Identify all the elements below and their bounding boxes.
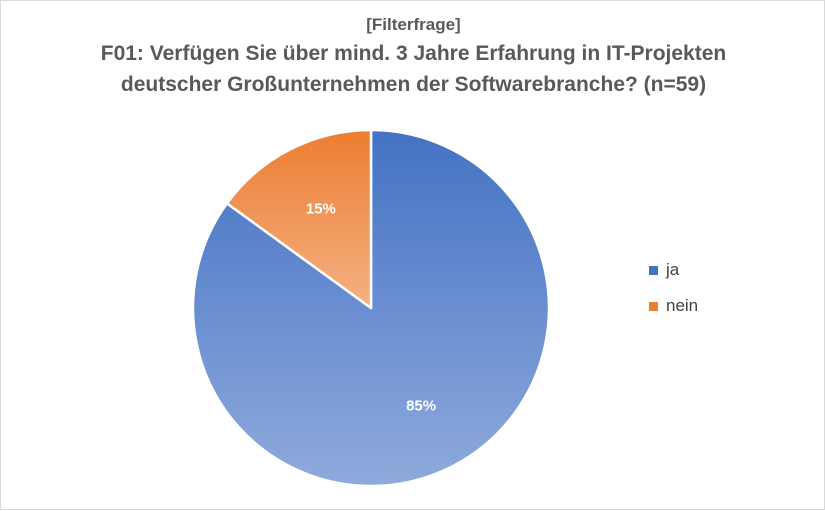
legend-item-ja: ja (649, 259, 698, 281)
chart-subtitle: [Filterfrage] (366, 15, 461, 34)
chart-title-line-1: F01: Verfügen Sie über mind. 3 Jahre Erf… (100, 42, 727, 65)
chart-title-block: [Filterfrage] F01: Verfügen Sie über min… (1, 13, 825, 99)
legend-label-nein: nein (666, 296, 699, 315)
legend-swatch-ja (649, 265, 658, 275)
legend-swatch-nein (649, 301, 658, 311)
data-label-ja: 85% (406, 397, 436, 414)
data-label-nein: 15% (306, 201, 336, 218)
legend-label-ja: ja (666, 260, 680, 279)
pie-slice-ja (191, 128, 551, 488)
pie-slice-nein (225, 128, 373, 310)
chart-title-line-2: deutscher Großunternehmen der Softwarebr… (120, 73, 707, 96)
legend-item-nein: nein (649, 295, 698, 317)
legend: ja nein (649, 259, 698, 331)
